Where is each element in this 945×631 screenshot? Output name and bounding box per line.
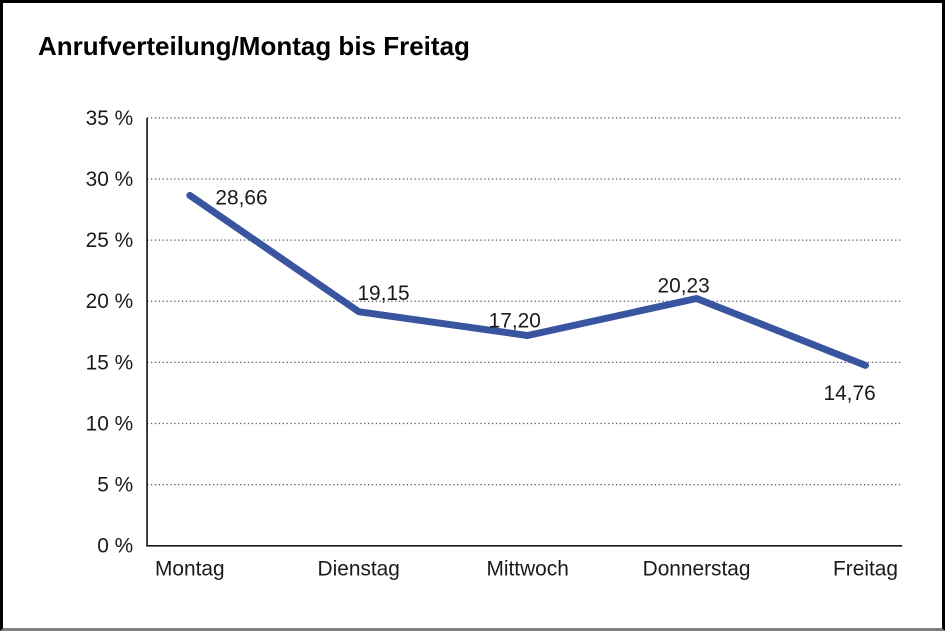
data-point-label: 19,15: [357, 282, 409, 305]
data-point-label: 14,76: [823, 382, 875, 405]
x-category-label: Donnerstag: [643, 558, 751, 581]
x-category-label: Mittwoch: [486, 558, 568, 581]
y-tick-label: 30 %: [86, 168, 134, 191]
y-tick-label: 0 %: [97, 535, 133, 558]
y-tick-label: 10 %: [86, 412, 134, 435]
x-category-label: Montag: [155, 558, 225, 581]
y-tick-label: 15 %: [86, 351, 134, 374]
data-point-label: 17,20: [489, 310, 541, 333]
y-tick-label: 20 %: [86, 290, 134, 313]
y-tick-label: 35 %: [86, 107, 134, 130]
x-category-label: Dienstag: [318, 558, 400, 581]
data-point-label: 20,23: [658, 275, 710, 298]
y-tick-label: 25 %: [86, 229, 134, 252]
line-chart: 0 % 5 % 10 % 15 % 20 % 25 % 30 % 35 % 28,66 19,15…: [86, 107, 903, 581]
y-tick-label: 5 %: [97, 474, 133, 497]
x-category-label: Freitag: [833, 558, 898, 581]
data-point-label: 28,66: [215, 186, 267, 209]
series-line: [186, 191, 869, 369]
chart-title: Anrufverteilung/Montag bis Freitag: [38, 31, 470, 61]
